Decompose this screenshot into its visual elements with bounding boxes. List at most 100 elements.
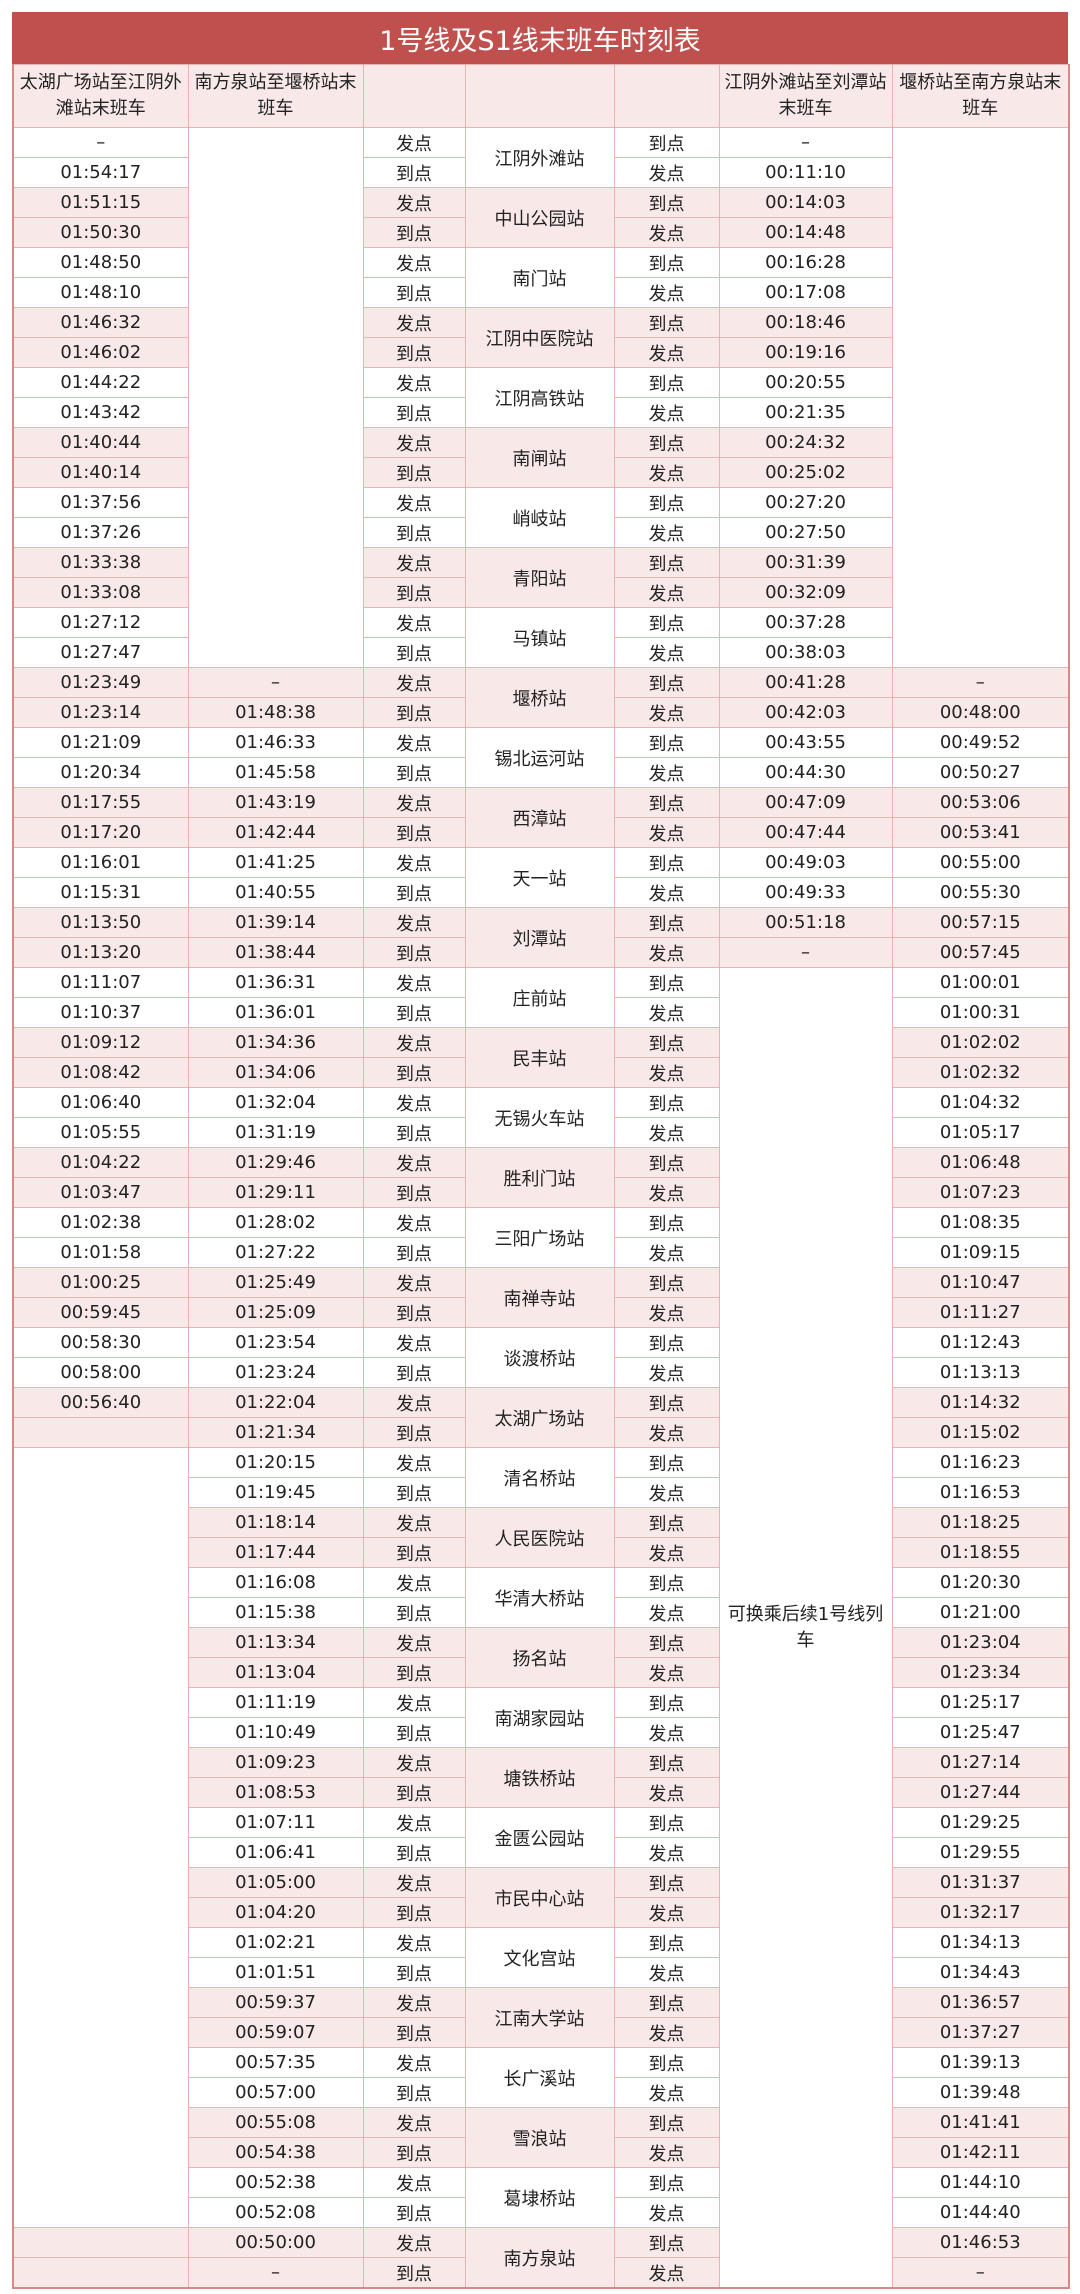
time-taihu-to-jiangyin: 01:46:02 [12,337,189,368]
time-jiangyin-to-liutan: 00:14:03 [718,187,893,218]
time-nanfangquan-to-yanqiao: 01:28:02 [187,1207,364,1238]
direction-label-right: 发点 [613,2197,720,2228]
time-jiangyin-to-liutan: 00:27:20 [718,487,893,518]
time-yanqiao-to-nanfangquan: 01:08:35 [891,1207,1070,1238]
time-jiangyin-to-liutan: 00:17:08 [718,277,893,308]
time-yanqiao-to-nanfangquan: 01:25:17 [891,1687,1070,1718]
time-jiangyin-to-liutan: 00:31:39 [718,547,893,578]
time-yanqiao-to-nanfangquan: 01:23:34 [891,1657,1070,1688]
direction-label-right: 发点 [613,937,720,968]
direction-label-right: 发点 [613,1777,720,1808]
direction-label-right: 到点 [613,487,720,518]
direction-label-right: 到点 [613,1027,720,1058]
time-nanfangquan-to-yanqiao: 01:40:55 [187,877,364,908]
time-nanfangquan-to-yanqiao: 00:57:35 [187,2047,364,2078]
direction-label-left: 到点 [362,2257,466,2289]
table-row: 01:00:25 01:25:49 发点 南禅寺站 到点 01:10:47 [12,1267,1070,1328]
direction-label-right: 到点 [613,1267,720,1298]
time-nanfangquan-to-yanqiao: 01:08:53 [187,1777,364,1808]
table-row: – 到点 发点 – [12,2257,1070,2289]
direction-label-right: 到点 [613,1207,720,1238]
station-name: 太湖广场站 [464,1387,615,1448]
direction-label-left: 到点 [362,1357,466,1388]
direction-label-right: 发点 [613,997,720,1028]
direction-label-right: 到点 [613,1627,720,1658]
time-jiangyin-to-liutan: 00:47:44 [718,817,893,848]
time-nanfangquan-to-yanqiao: 00:52:08 [187,2197,364,2228]
time-nanfangquan-to-yanqiao: 01:46:33 [187,727,364,758]
time-nanfangquan-to-yanqiao: 01:43:19 [187,787,364,818]
time-jiangyin-to-liutan: 00:27:50 [718,517,893,548]
station-name: 天一站 [464,847,615,908]
direction-label-left: 到点 [362,1117,466,1148]
direction-label-left: 到点 [362,1057,466,1088]
direction-label-right: 发点 [613,2077,720,2108]
direction-label-left: 到点 [362,817,466,848]
direction-label-right: 到点 [613,1507,720,1538]
table-row: 00:58:30 01:23:54 发点 谈渡桥站 到点 01:12:43 [12,1327,1070,1388]
direction-label-right: 到点 [613,1447,720,1478]
direction-label-left: 到点 [362,1777,466,1808]
station-name: 西漳站 [464,787,615,848]
time-nanfangquan-to-yanqiao: 01:10:49 [187,1717,364,1748]
time-yanqiao-to-nanfangquan: 00:53:06 [891,787,1070,818]
time-yanqiao-to-nanfangquan: 01:00:01 [891,967,1070,998]
direction-label-left: 发点 [362,967,466,998]
time-yanqiao-to-nanfangquan: 01:20:30 [891,1567,1070,1598]
station-name: 华清大桥站 [464,1567,615,1628]
direction-label-right: 发点 [613,517,720,548]
direction-label-right: 到点 [613,247,720,278]
time-taihu-to-jiangyin: 01:40:14 [12,457,189,488]
time-yanqiao-to-nanfangquan: 01:10:47 [891,1267,1070,1298]
time-yanqiao-to-nanfangquan: 00:57:45 [891,937,1070,968]
time-taihu-to-jiangyin: – [12,127,189,158]
direction-label-left: 到点 [362,2017,466,2048]
time-yanqiao-to-nanfangquan: 01:34:43 [891,1957,1070,1988]
time-nanfangquan-to-yanqiao: 01:29:46 [187,1147,364,1178]
time-yanqiao-to-nanfangquan: 01:13:13 [891,1357,1070,1388]
direction-label-right: 发点 [613,1477,720,1508]
station-name: 文化宫站 [464,1927,615,1988]
station-name: 清名桥站 [464,1447,615,1508]
direction-label-right: 到点 [613,1987,720,2018]
time-taihu-to-jiangyin: 01:44:22 [12,367,189,398]
time-yanqiao-to-nanfangquan: 01:32:17 [891,1897,1070,1928]
station-name: 峭岐站 [464,487,615,548]
direction-label-right: 到点 [613,307,720,338]
table-row: 01:16:08 发点 华清大桥站 到点 01:20:30 [13,1567,1070,1628]
time-taihu-to-jiangyin: 01:27:12 [12,607,189,638]
time-yanqiao-to-nanfangquan: 00:50:27 [891,757,1070,788]
time-nanfangquan-to-yanqiao: 01:16:08 [187,1567,364,1598]
direction-label-left: 到点 [362,397,466,428]
table-row: 01:19:45 到点 发点 01:16:53 [13,1477,1070,1508]
station-name: 江阴外滩站 [464,127,615,188]
table-row: 00:56:40 01:22:04 发点 太湖广场站 到点 01:14:32 [12,1387,1070,1448]
header-nanfangquan-to-yanqiao: 南方泉站至堰桥站末班车 [187,64,364,128]
table-row: 00:59:07 到点 发点 01:37:27 [13,2017,1070,2048]
time-taihu-to-jiangyin: 01:16:01 [12,847,189,878]
table-row: 01:20:15 发点 清名桥站 到点 01:16:23 [12,1447,1070,2228]
station-name: 人民医院站 [464,1507,615,1568]
station-name: 南门站 [464,247,615,308]
header-jiangyin-to-liutan: 江阴外滩站至刘潭站末班车 [718,64,893,128]
table-row: 00:55:08 发点 雪浪站 到点 01:41:41 [13,2107,1070,2168]
time-nanfangquan-to-yanqiao: 01:19:45 [187,1477,364,1508]
direction-label-right: 到点 [613,367,720,398]
time-yanqiao-to-nanfangquan: 01:12:43 [891,1327,1070,1358]
time-yanqiao-to-nanfangquan: 01:42:11 [891,2137,1070,2168]
time-taihu-to-jiangyin [12,1417,189,1448]
direction-label-left: 发点 [362,1087,466,1118]
direction-label-right: 到点 [613,787,720,818]
header-blank-left [362,64,466,128]
station-name: 谈渡桥站 [464,1327,615,1388]
time-yanqiao-to-nanfangquan: 01:09:15 [891,1237,1070,1268]
direction-label-right: 到点 [613,1567,720,1598]
direction-label-right: 发点 [613,1657,720,1688]
table-row: 01:23:49– 发点 堰桥站 到点 00:41:28– [12,667,1070,728]
station-name: 马镇站 [464,607,615,668]
time-yanqiao-to-nanfangquan: 01:04:32 [891,1087,1070,1118]
time-taihu-to-jiangyin: 01:48:50 [12,247,189,278]
station-name: 葛埭桥站 [464,2167,615,2228]
direction-label-left: 到点 [362,1957,466,1988]
direction-label-left: 到点 [362,1537,466,1568]
